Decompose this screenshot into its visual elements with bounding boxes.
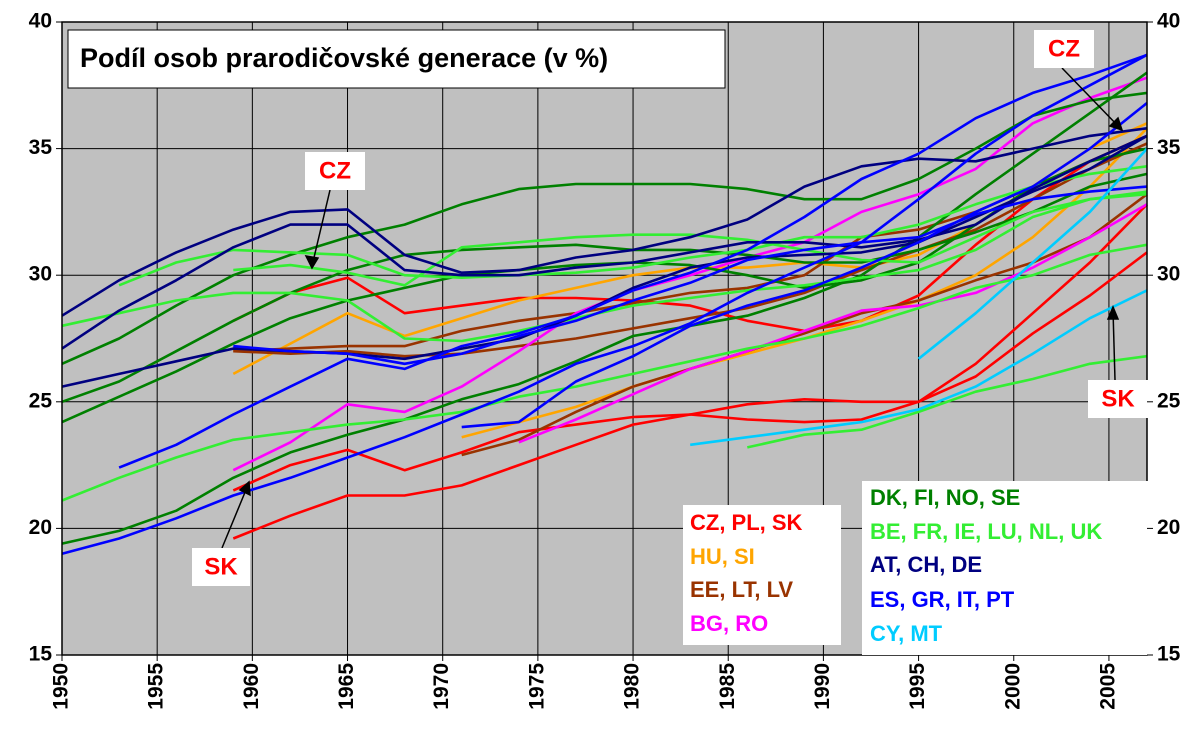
legend-box [683, 505, 841, 645]
annotation-arrow [221, 484, 249, 549]
series-line [61, 91, 1148, 365]
x-tick-label: 1980 [621, 663, 644, 710]
y2-tick-label: 35 [1157, 136, 1181, 159]
y2-tick-label: 15 [1157, 643, 1181, 666]
legend: CZ, PL, SK HU, SI EE, LT, LV BG, RO DK, FI, … [690, 485, 1102, 646]
series-line [61, 134, 1148, 350]
annotations [192, 30, 1148, 586]
x-tick-label: 2005 [1096, 663, 1119, 710]
annotation-arrow [1061, 67, 1121, 129]
series-line [233, 192, 1148, 287]
annotation-arrow [311, 189, 331, 267]
x-tick-label: 1990 [811, 663, 834, 710]
series-line [747, 354, 1148, 449]
annotation-label: CZ [1048, 35, 1080, 62]
annotation-label: SK [1101, 385, 1135, 412]
plot-border [61, 21, 1148, 656]
legend-label: BG, RO [690, 611, 768, 636]
series-line [61, 172, 1148, 404]
legend-box [862, 481, 1185, 655]
x-tick-label: 1970 [430, 663, 453, 710]
arrow-head [1108, 116, 1124, 132]
annotation-box [305, 152, 365, 190]
y2-tick-label: 30 [1157, 263, 1180, 286]
y-tick-label: 15 [29, 643, 53, 666]
series-line [232, 76, 1148, 472]
legend-label: AT, CH, DE [870, 552, 982, 577]
series-line [690, 289, 1148, 447]
y2-tick-label: 40 [1157, 10, 1180, 33]
series-line [461, 101, 1148, 429]
x-tick-label: 1960 [240, 663, 263, 710]
chart-title: Podíl osob prarodičovské generace (v %) [80, 43, 608, 73]
legend-label: CY, MT [870, 621, 943, 646]
legend-label: EE, LT, LV [690, 577, 793, 602]
x-tick-label: 1965 [335, 663, 358, 710]
annotation-arrow [1112, 309, 1116, 381]
x-tick-label: 1950 [50, 663, 73, 710]
x-tick-label: 1955 [145, 663, 168, 710]
y-tick-label: 30 [29, 263, 52, 286]
title-box [67, 29, 726, 89]
series-line [233, 142, 1148, 358]
arrow-head [1106, 305, 1120, 320]
x-tick-label: 1975 [525, 663, 548, 710]
x-tick-label: 2000 [1001, 663, 1024, 710]
annotation-box [1034, 30, 1094, 68]
annotation-box [1088, 380, 1148, 418]
legend-label: DK, FI, NO, SE [870, 485, 1020, 510]
legend-label: CZ, PL, SK [690, 510, 803, 535]
x-tick-label: 1995 [906, 663, 929, 710]
annotation-box [192, 548, 250, 586]
y2-tick-label: 25 [1157, 389, 1181, 412]
series-line [61, 71, 1148, 545]
series-line [118, 165, 1148, 287]
series-line [917, 147, 1148, 360]
legend-label: ES, GR, IT, PT [870, 587, 1015, 612]
annotation-label: SK [204, 553, 238, 580]
series-line [61, 243, 1148, 502]
axes: 15 20 25 30 35 40 15 20 25 30 35 40 1950 1955 1960 1965… [29, 10, 1181, 710]
x-tick-label: 1985 [716, 663, 739, 710]
arrow-head [304, 255, 320, 270]
lines [61, 53, 1148, 555]
series-line [518, 203, 1148, 444]
grid [61, 21, 1147, 656]
arrow-head [238, 480, 251, 497]
annotation-label: CZ [319, 157, 351, 184]
series-line [233, 185, 1148, 366]
series-line [61, 53, 1148, 555]
y2-tick-label: 20 [1157, 516, 1180, 539]
y-tick-label: 20 [29, 516, 52, 539]
y-tick-label: 40 [29, 10, 52, 33]
y-tick-label: 35 [29, 136, 53, 159]
legend-label: BE, FR, IE, LU, NL, UK [870, 519, 1102, 544]
y-tick-label: 25 [29, 389, 53, 412]
legend-label: HU, SI [690, 544, 755, 569]
series-line [232, 251, 1148, 540]
series-line [118, 53, 1148, 469]
